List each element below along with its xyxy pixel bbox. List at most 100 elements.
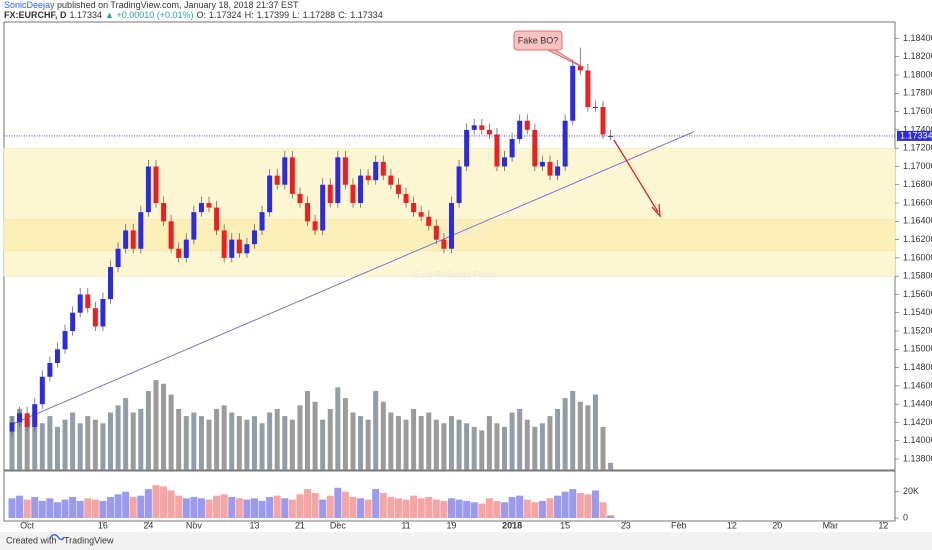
volume-bar: [433, 419, 439, 470]
pane-bar: [554, 495, 562, 518]
volume-bar: [100, 423, 106, 470]
candle-body: [47, 363, 53, 377]
x-tick-label: 13: [249, 520, 259, 530]
candle-body: [486, 129, 492, 135]
volume-bar: [570, 390, 576, 470]
x-tick-label: 16: [98, 520, 108, 530]
pane-bar: [599, 502, 607, 518]
candle-body: [502, 157, 508, 167]
pane-bar: [129, 496, 137, 518]
volume-bar: [47, 416, 53, 470]
pane-tick-label: 20K: [903, 486, 919, 496]
candle-body: [418, 212, 424, 217]
candle-body: [229, 239, 235, 258]
candle-body: [161, 203, 167, 222]
symbol-part: 1.17399: [257, 10, 290, 20]
symbol-part: FX:EURCHF, D: [4, 10, 67, 20]
volume-bar: [327, 408, 333, 470]
candle-body: [17, 413, 23, 423]
volume-bar: [161, 383, 167, 470]
volume-bar: [585, 405, 591, 470]
candle-body: [62, 331, 68, 350]
x-tick-label: 11: [401, 520, 410, 530]
volume-bar: [524, 419, 530, 470]
candle-body: [608, 135, 614, 137]
y-tick-label: 1.17000: [903, 161, 932, 171]
candle-body: [479, 125, 485, 130]
volume-bar: [259, 423, 265, 470]
x-tick-label: 20: [772, 520, 782, 530]
symbol-part: H:: [245, 10, 254, 20]
candle-body: [570, 65, 576, 121]
symbol-part: 1.17334: [350, 10, 383, 20]
pane-bar: [349, 496, 357, 518]
volume-bar: [358, 416, 364, 470]
price-box: [897, 130, 932, 141]
pane-bar: [144, 489, 152, 518]
candle-body: [585, 70, 591, 108]
volume-bar: [54, 426, 60, 470]
volume-bar: [17, 408, 23, 470]
volume-bar: [411, 408, 417, 470]
candle-body: [244, 244, 250, 254]
volume-bar: [418, 416, 424, 470]
candle-body: [100, 299, 106, 327]
pane-bar: [84, 498, 92, 518]
candle-body: [289, 157, 295, 194]
candle-body: [259, 212, 265, 231]
candle-body: [115, 248, 121, 268]
pane-bar: [508, 496, 516, 518]
candle-body: [342, 157, 348, 185]
candle-body: [236, 239, 242, 254]
published: published on TradingView.com, January 18…: [57, 0, 299, 10]
volume-bar: [274, 408, 280, 470]
y-tick-label: 1.15200: [903, 325, 932, 335]
candle-body: [577, 65, 583, 71]
pane-bar: [417, 498, 425, 518]
volume-bar: [350, 412, 356, 470]
price-label: 1.17334: [900, 130, 932, 140]
pane-bar: [31, 496, 39, 518]
pane-bar: [394, 498, 402, 518]
volume-bar: [24, 419, 30, 470]
pane-bar: [8, 498, 16, 518]
volume-bar: [267, 412, 273, 470]
pane-bar: [91, 499, 99, 518]
pane-bar: [523, 499, 531, 518]
pane-bar: [478, 503, 486, 518]
volume-bar: [547, 416, 553, 470]
volume-bar: [108, 412, 114, 470]
volume-bar: [115, 405, 121, 470]
volume-bar: [539, 423, 545, 470]
volume-bar: [282, 416, 288, 470]
y-tick-label: 1.15800: [903, 271, 932, 281]
candle-body: [532, 129, 538, 167]
candle-body: [267, 175, 273, 213]
volume-bar: [214, 408, 220, 470]
x-tick-label: 12: [878, 520, 888, 530]
y-tick-label: 1.17400: [903, 124, 932, 134]
volume-bar: [388, 412, 394, 470]
pane-bar: [379, 493, 387, 518]
symbol-part: 1.17288: [303, 10, 336, 20]
volume-bar: [221, 405, 227, 470]
candle-body: [108, 267, 114, 300]
pane-bar: [576, 493, 584, 518]
x-tick-label: 21: [295, 520, 305, 530]
volume-bar: [70, 412, 76, 470]
pane-bar: [76, 500, 84, 518]
volume-bar: [608, 462, 614, 470]
x-tick-label: 2018: [502, 520, 522, 530]
candle-body: [365, 175, 371, 181]
candle-body: [350, 184, 356, 204]
volume-bar: [130, 412, 136, 470]
candle-body: [54, 349, 60, 364]
header-line: SonicDeejay published on TradingView.com…: [4, 0, 299, 10]
x-tick-label: 12: [727, 520, 737, 530]
y-tick-label: 1.17200: [903, 143, 932, 153]
volume-bar: [502, 426, 508, 470]
candle-body: [555, 166, 561, 176]
pane-bar: [23, 499, 31, 518]
candle-body: [547, 161, 553, 176]
y-tick-label: 1.16200: [903, 234, 932, 244]
